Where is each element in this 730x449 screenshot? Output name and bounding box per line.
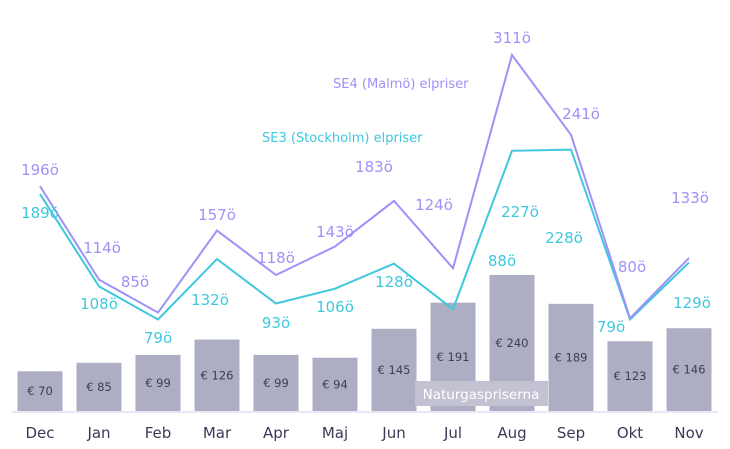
se4-value-label: 114ö bbox=[83, 239, 121, 257]
bar-mar bbox=[194, 339, 240, 411]
se4-value-label: 143ö bbox=[316, 223, 354, 241]
se3-value-label: 106ö bbox=[316, 298, 354, 316]
month-label: Nov bbox=[674, 424, 703, 442]
month-label: Okt bbox=[617, 424, 643, 442]
month-label: Apr bbox=[263, 424, 290, 442]
se3-value-label: 88ö bbox=[488, 252, 516, 270]
bar-okt bbox=[607, 341, 653, 411]
bar-feb bbox=[135, 354, 181, 411]
se4-value-label: 118ö bbox=[257, 249, 295, 267]
month-label: Jul bbox=[443, 424, 462, 442]
se3-value-label: 93ö bbox=[262, 314, 290, 332]
month-label: Maj bbox=[322, 424, 348, 442]
month-label: Aug bbox=[497, 424, 526, 442]
bar-label: € 85 bbox=[86, 380, 112, 394]
bar-label: € 99 bbox=[145, 376, 171, 390]
legend-se4: SE4 (Malmö) elpriser bbox=[333, 77, 469, 92]
bar-label: € 70 bbox=[27, 384, 53, 398]
se4-value-label: 80ö bbox=[618, 258, 646, 276]
se4-value-label: 183ö bbox=[355, 158, 393, 176]
bar-label: € 145 bbox=[378, 363, 411, 377]
bar-label: € 126 bbox=[201, 368, 234, 382]
se4-value-label: 311ö bbox=[493, 29, 531, 47]
se4-value-label: 157ö bbox=[198, 206, 236, 224]
se4-value-label: 85ö bbox=[121, 273, 149, 291]
bar-jun bbox=[371, 328, 417, 411]
se3-value-label: 132ö bbox=[191, 291, 229, 309]
bar-label: € 146 bbox=[673, 363, 706, 377]
bar-dec bbox=[17, 371, 63, 411]
bar-maj bbox=[312, 357, 358, 411]
month-label: Jun bbox=[381, 424, 405, 442]
legend-se3: SE3 (Stockholm) elpriser bbox=[262, 131, 423, 146]
se4-line bbox=[39, 52, 690, 321]
month-label: Feb bbox=[145, 424, 172, 442]
se3-value-label: 79ö bbox=[144, 329, 172, 347]
month-label: Dec bbox=[25, 424, 54, 442]
se3-value-label: 129ö bbox=[673, 294, 711, 312]
se3-value-label: 228ö bbox=[545, 229, 583, 247]
bar-label: € 191 bbox=[437, 350, 470, 364]
se4-value-label: 241ö bbox=[562, 105, 600, 123]
se3-value-label: 79ö bbox=[597, 318, 625, 336]
se4-value-label: 124ö bbox=[415, 196, 453, 214]
month-label: Sep bbox=[557, 424, 585, 442]
bar-nov bbox=[666, 328, 712, 411]
se4-value-label: 196ö bbox=[21, 161, 59, 179]
se3-value-label: 128ö bbox=[375, 273, 413, 291]
legend-naturgas: Naturgaspriserna bbox=[423, 387, 540, 403]
se3-value-label: 227ö bbox=[501, 203, 539, 221]
bar-label: € 94 bbox=[322, 377, 348, 391]
legend-naturgas-bg bbox=[415, 381, 548, 406]
bar-label: € 189 bbox=[555, 350, 588, 364]
bar-label: € 240 bbox=[496, 336, 529, 350]
bar-apr bbox=[253, 354, 299, 411]
bar-jan bbox=[76, 362, 122, 411]
month-label: Jan bbox=[86, 424, 110, 442]
bar-sep bbox=[548, 303, 594, 411]
se4-value-label: 133ö bbox=[671, 189, 709, 207]
month-label: Mar bbox=[203, 424, 232, 442]
se3-value-label: 189ö bbox=[21, 204, 59, 222]
bar-label: € 123 bbox=[614, 369, 647, 383]
se3-value-label: 108ö bbox=[80, 295, 118, 313]
se3-line bbox=[39, 148, 690, 322]
bar-label: € 99 bbox=[263, 376, 289, 390]
